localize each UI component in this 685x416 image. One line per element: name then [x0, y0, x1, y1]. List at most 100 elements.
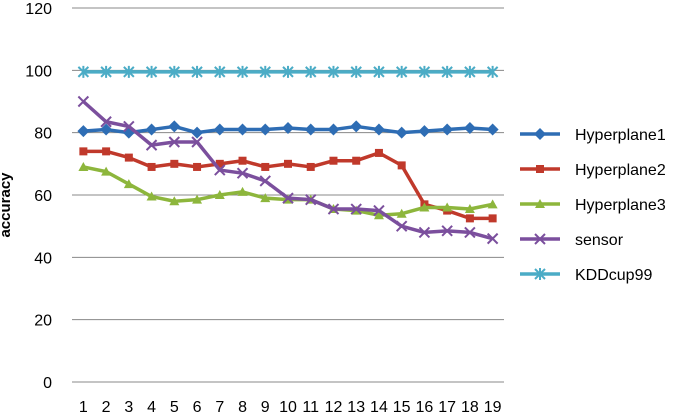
legend-label: Hyperplane1: [575, 127, 666, 144]
data-point: [534, 268, 546, 280]
data-point: [123, 120, 135, 133]
data-point: [306, 162, 315, 171]
data-point: [260, 193, 271, 203]
data-point: [145, 65, 158, 78]
data-point: [169, 196, 180, 206]
data-point: [352, 156, 361, 165]
data-point: [191, 136, 203, 148]
y-tick-label: 100: [25, 63, 52, 80]
x-tick-label: 16: [416, 399, 434, 416]
data-point: [397, 161, 406, 170]
data-point: [123, 179, 134, 189]
data-point: [487, 199, 498, 209]
data-point: [170, 159, 179, 168]
data-point: [373, 65, 385, 78]
data-point: [486, 232, 499, 245]
y-axis-label: accuracy: [0, 172, 14, 238]
data-point: [464, 226, 476, 239]
x-tick-label: 15: [393, 399, 411, 416]
data-point: [327, 123, 340, 136]
y-axis-ticks: 0 20 40 60 80 100 120: [25, 1, 52, 392]
data-point: [442, 202, 453, 212]
data-point: [486, 65, 499, 78]
data-point: [464, 204, 475, 214]
data-point: [465, 214, 474, 223]
data-point: [168, 136, 181, 148]
data-point: [214, 190, 225, 199]
data-point: [79, 147, 88, 156]
data-point: [101, 166, 112, 176]
x-tick-label: 14: [370, 399, 388, 416]
legend-label: sensor: [575, 232, 624, 249]
series-sensor: [77, 95, 499, 245]
data-point: [124, 153, 133, 162]
x-tick-label: 11: [302, 399, 319, 416]
legend-label: Hyperplane2: [575, 162, 666, 179]
data-point: [168, 65, 181, 78]
data-point: [282, 192, 294, 204]
x-axis-ticks: 1 2 3 4 5 6 7 8 9 10 11 12 13 14 15 16 17 18 19: [79, 399, 502, 416]
data-point: [327, 65, 340, 78]
y-tick-label: 120: [25, 1, 52, 18]
data-point: [350, 120, 363, 133]
data-point: [214, 164, 226, 176]
y-tick-label: 60: [34, 188, 52, 205]
x-tick-label: 13: [347, 399, 365, 416]
data-point: [373, 210, 384, 220]
series-hyperplane2: [79, 147, 497, 223]
data-point: [395, 126, 408, 139]
x-tick-label: 10: [279, 399, 297, 416]
data-point: [464, 65, 476, 78]
x-tick-label: 6: [193, 399, 202, 416]
series-hyperplane3: [78, 161, 498, 220]
x-tick-label: 8: [238, 399, 247, 416]
data-point: [100, 123, 113, 136]
data-point: [350, 203, 362, 215]
data-point: [535, 199, 545, 208]
legend-item: sensor: [520, 232, 624, 249]
data-point: [192, 194, 203, 204]
data-point: [261, 162, 270, 171]
data-point: [304, 123, 317, 136]
legend-item: KDDcup99: [520, 267, 652, 284]
data-point: [77, 65, 90, 78]
data-point: [102, 147, 111, 156]
data-point: [305, 65, 317, 78]
legend-label: Hyperplane3: [575, 197, 666, 214]
data-point: [236, 167, 249, 179]
data-point: [259, 123, 272, 136]
legend-item: Hyperplane3: [520, 197, 666, 214]
data-point: [145, 123, 158, 136]
data-point: [534, 233, 546, 245]
data-point: [259, 175, 271, 187]
series-hyperplane1: [77, 120, 499, 139]
data-point: [534, 128, 546, 140]
data-point: [395, 220, 408, 232]
data-point: [419, 202, 430, 212]
data-point: [147, 162, 156, 171]
series-line: [83, 165, 493, 218]
data-point: [123, 65, 135, 78]
x-tick-label: 19: [484, 399, 502, 416]
series-kddcup99: [77, 65, 499, 78]
data-point: [213, 123, 226, 136]
data-point: [214, 65, 226, 78]
data-point: [418, 125, 431, 138]
data-point: [441, 123, 454, 136]
x-tick-label: 9: [261, 399, 270, 416]
data-point: [488, 214, 497, 223]
data-point: [237, 186, 248, 196]
data-point: [418, 65, 431, 78]
data-point: [329, 156, 338, 165]
data-point: [396, 208, 407, 218]
data-point: [238, 156, 247, 165]
y-tick-label: 20: [34, 313, 52, 330]
data-point: [193, 162, 202, 171]
data-point: [486, 123, 499, 136]
data-point: [215, 159, 224, 168]
data-point: [441, 65, 453, 78]
data-point: [191, 126, 204, 139]
data-point: [282, 121, 294, 134]
y-tick-label: 40: [34, 250, 52, 267]
